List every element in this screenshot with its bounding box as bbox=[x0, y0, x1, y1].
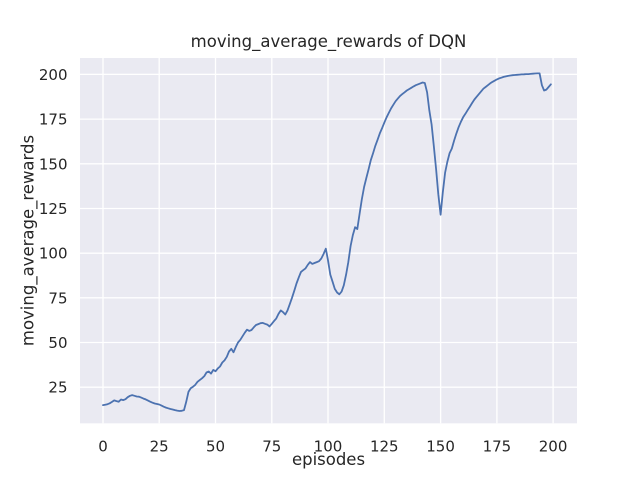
x-tick-label: 200 bbox=[539, 438, 568, 456]
gridlines bbox=[80, 58, 577, 424]
reward-line-series bbox=[102, 72, 552, 412]
y-tick-label: 25 bbox=[48, 379, 67, 397]
y-tick-label: 50 bbox=[48, 334, 67, 352]
y-tick-label: 75 bbox=[48, 289, 67, 307]
y-axis-label: moving_average_rewards bbox=[19, 135, 39, 346]
y-tick-label: 175 bbox=[39, 111, 68, 129]
y-tick-labels: 25 50 75 100 125 150 175 200 bbox=[39, 66, 68, 397]
chart-title: moving_average_rewards of DQN bbox=[191, 32, 467, 52]
y-tick-label: 150 bbox=[39, 155, 68, 173]
x-tick-label: 50 bbox=[206, 438, 225, 456]
x-tick-label: 25 bbox=[150, 438, 169, 456]
y-tick-label: 100 bbox=[39, 245, 68, 263]
x-tick-labels: 0 25 50 75 100 125 150 175 200 bbox=[98, 438, 567, 456]
y-tick-label: 200 bbox=[39, 66, 68, 84]
x-tick-label: 100 bbox=[314, 438, 343, 456]
y-tick-label: 125 bbox=[39, 200, 68, 218]
x-tick-label: 125 bbox=[370, 438, 399, 456]
x-tick-label: 75 bbox=[262, 438, 281, 456]
x-axis-label: episodes bbox=[292, 450, 365, 469]
x-tick-label: 175 bbox=[483, 438, 512, 456]
x-tick-label: 150 bbox=[426, 438, 455, 456]
x-tick-label: 0 bbox=[98, 438, 108, 456]
